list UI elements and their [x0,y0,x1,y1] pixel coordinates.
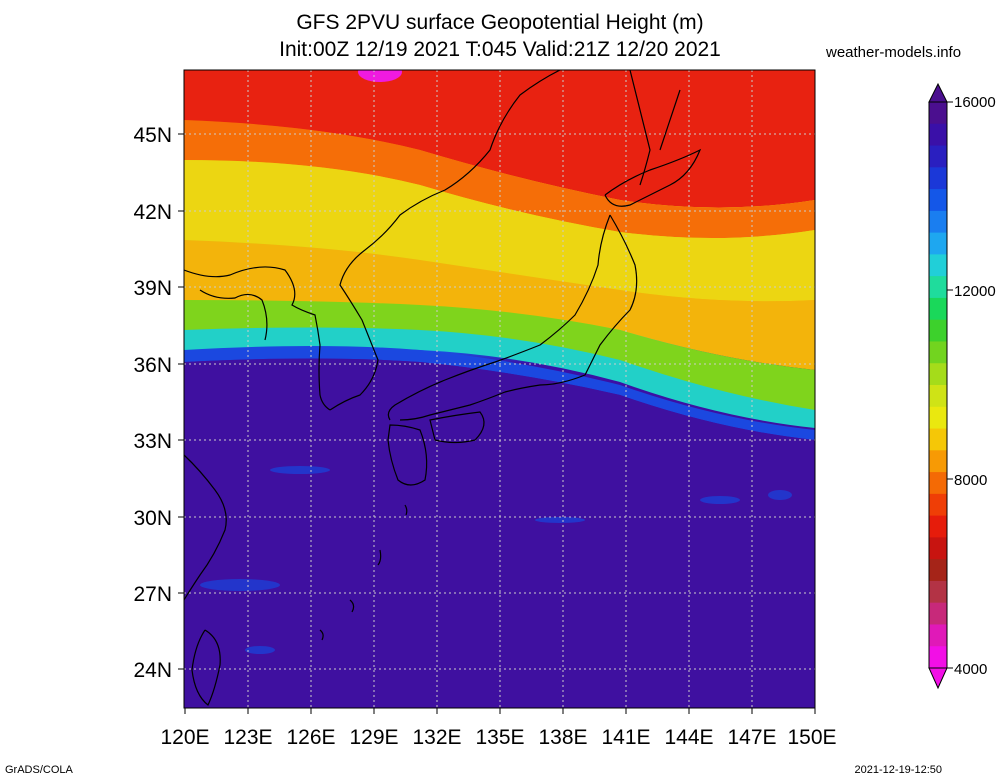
colorbar-segment [929,406,947,430]
lat-label: 33N [133,430,172,453]
lat-label: 36N [133,354,172,377]
lon-label: 138E [538,726,587,749]
colorbar-label: 8000 [954,472,987,489]
field-blue-patches [200,466,792,654]
colorbar-bottom-arrow [928,667,948,690]
coast-hokkaido [604,148,702,207]
colorbar-segment [929,602,947,625]
colorbar-label: 16000 [954,94,996,111]
lon-label: 123E [223,726,272,749]
field-red-band [184,70,815,208]
lon-label: 150E [787,726,836,749]
colorbar-segment [929,276,947,299]
colorbar-label: 12000 [954,283,996,300]
colorbar-frame [928,101,948,669]
colorbar-segment [929,385,947,408]
colorbar-segment [929,102,947,125]
colorbar-segment [929,580,947,604]
lon-label: 141E [601,726,650,749]
chart-title: GFS 2PVU surface Geopotential Height (m) [296,11,704,34]
coast-china-south [184,454,227,601]
colorbar-segments [929,102,947,669]
colorbar-top-arrow [928,82,948,103]
lon-label: 126E [286,726,335,749]
colorbar-segment [929,145,947,168]
coast-korea-east-siberia [329,70,561,411]
colorbar-segment [929,493,947,517]
coast-shikoku [429,411,485,444]
field-magenta-spot [358,70,402,82]
lon-label: 144E [664,726,713,749]
coast-bohai [199,289,268,341]
colorbar-segment [929,123,947,147]
lat-label: 39N [133,277,172,300]
lat-label: 27N [133,583,172,606]
colorbar-segment [929,537,947,560]
field-purple-south [184,358,815,708]
coastlines [184,70,702,706]
colorbar-segment [929,210,947,234]
colorbar-segment [929,559,947,582]
colorbar-ticks [947,101,953,669]
lat-label: 24N [133,659,172,682]
coast-kyushu [387,424,428,486]
lat-label: 30N [133,507,172,530]
colorbar-segment [929,297,947,321]
lat-labels: 45N 42N 39N 36N 33N 30N 27N 24N [133,124,172,682]
coast-ryukyu [319,504,408,641]
lat-label: 42N [133,201,172,224]
lon-label: 120E [160,726,209,749]
lon-label: 132E [412,726,461,749]
coast-sakhalin-east [659,89,681,151]
coast-sakhalin [629,70,651,186]
coast-honshu-japan-sea [387,214,611,421]
colorbar-segment [929,624,947,647]
colorbar-segment [929,189,947,212]
colorbar: 16000 12000 8000 4000 [928,82,996,690]
coast-honshu-pacific [399,214,638,421]
lon-label: 135E [475,726,524,749]
colorbar-segment [929,363,947,386]
colorbar-segment [929,341,947,364]
colorbar-segment [929,646,947,669]
lon-label: 129E [349,726,398,749]
site-brand: weather-models.info [826,44,962,61]
colorbar-segment [929,472,947,495]
coast-china-korea [184,266,331,411]
lat-label: 45N [133,124,172,147]
field-orange-band [184,120,815,239]
field-cyan-front [184,327,815,428]
footer-credit: GrADS/COLA [5,764,73,776]
colorbar-segment [929,254,947,277]
colorbar-segment [929,167,947,190]
colorbar-segment [929,232,947,255]
colorbar-segment [929,319,947,342]
colorbar-segment [929,515,947,538]
colorbar-label: 4000 [954,661,987,678]
lon-labels: 120E 123E 126E 129E 132E 135E 138E 141E … [160,726,836,749]
map-grid [184,70,815,708]
chart-subtitle: Init:00Z 12/19 2021 T:045 Valid:21Z 12/2… [279,38,721,61]
coast-taiwan [191,629,221,706]
axis-ticks [178,133,816,714]
colorbar-segment [929,450,947,473]
footer-timestamp: 2021-12-19-12:50 [854,764,942,776]
colorbar-labels: 16000 12000 8000 4000 [954,94,996,678]
lon-label: 147E [727,726,776,749]
colorbar-segment [929,428,947,451]
